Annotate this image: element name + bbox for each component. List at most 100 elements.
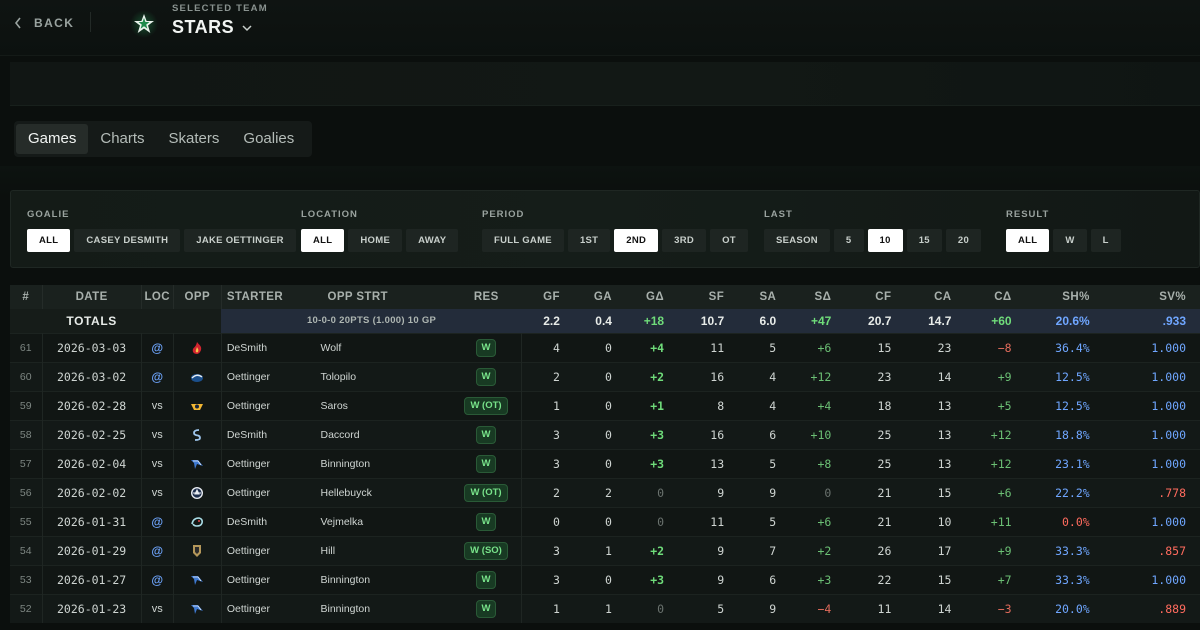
goalie-option-oettinger[interactable]: JAKE OETTINGER bbox=[184, 229, 296, 252]
last-option-15[interactable]: 15 bbox=[906, 229, 942, 252]
result-filter: RESULT ALL W L bbox=[1006, 209, 1121, 252]
opponent-cell bbox=[173, 564, 222, 594]
col-header-opp[interactable]: OPP bbox=[173, 285, 222, 309]
last-option-10[interactable]: 10 bbox=[867, 229, 903, 252]
game-number: 56 bbox=[10, 477, 43, 507]
shots-for: 9 bbox=[678, 535, 739, 565]
shots-against: 9 bbox=[738, 477, 791, 507]
col-header-sf[interactable]: SF bbox=[678, 285, 739, 309]
jets-logo-icon bbox=[190, 486, 204, 500]
table-row[interactable]: 53 2026-01-27 @ Oettinger Binnington W 3 0 +3 9 6 +… bbox=[10, 564, 1200, 594]
col-header-sd[interactable]: SΔ bbox=[790, 285, 846, 309]
shot-differential: +4 bbox=[790, 390, 846, 420]
col-header-starter[interactable]: STARTER bbox=[221, 285, 321, 309]
goals-for: 1 bbox=[521, 390, 574, 420]
corsi-for: 11 bbox=[845, 593, 906, 623]
col-header-res[interactable]: RES bbox=[450, 285, 522, 309]
team-name-row[interactable]: STARS bbox=[172, 17, 268, 38]
table-row[interactable]: 52 2026-01-23 vs Oettinger Binnington W 1 1 0 5 9−… bbox=[10, 593, 1200, 623]
period-option-ot[interactable]: OT bbox=[710, 229, 748, 252]
col-header-loc[interactable]: LOC bbox=[141, 285, 174, 309]
table-row[interactable]: 55 2026-01-31 @ DeSmith Vejmelka W 0 0 0 11 5 +6 21 1… bbox=[10, 506, 1200, 536]
shots-for: 13 bbox=[678, 448, 739, 478]
shot-differential: +12 bbox=[790, 361, 846, 391]
shots-for: 16 bbox=[678, 419, 739, 449]
totals-cd: +60 bbox=[965, 309, 1026, 333]
col-header-ga[interactable]: GA bbox=[573, 285, 626, 309]
period-option-3rd[interactable]: 3RD bbox=[662, 229, 707, 252]
result-cell: W bbox=[450, 361, 523, 391]
totals-sh-pct: 20.6% bbox=[1025, 309, 1104, 333]
table-row[interactable]: 58 2026-02-25 vs DeSmith Daccord W 3 0 +3 16 6 +10 2… bbox=[10, 419, 1200, 449]
goals-against: 0 bbox=[573, 390, 626, 420]
table-row[interactable]: 57 2026-02-04 vs Oettinger Binnington W 3 0 +3 13… bbox=[10, 448, 1200, 478]
totals-label: TOTALS bbox=[10, 309, 174, 333]
back-button[interactable]: BACK bbox=[14, 16, 74, 30]
starter-name: DeSmith bbox=[221, 506, 321, 536]
result-badge: W (OT) bbox=[464, 396, 508, 415]
game-date: 2026-02-02 bbox=[42, 477, 142, 507]
col-header-sh-pct[interactable]: SH% bbox=[1025, 285, 1104, 309]
col-header-sv-pct[interactable]: SV% bbox=[1103, 285, 1200, 309]
corsi-against: 13 bbox=[905, 419, 966, 449]
team-selector[interactable]: SELECTED TEAM STARS bbox=[172, 3, 268, 38]
location-option-home[interactable]: HOME bbox=[348, 229, 403, 252]
game-location: @ bbox=[141, 361, 174, 391]
col-header-opp-strt[interactable]: OPP STRT bbox=[320, 285, 451, 309]
game-location: @ bbox=[141, 332, 174, 362]
col-header-date[interactable]: DATE bbox=[42, 285, 142, 309]
opponent-cell bbox=[173, 448, 222, 478]
shots-against: 5 bbox=[738, 506, 791, 536]
shots-for: 5 bbox=[678, 593, 739, 623]
col-header-gd[interactable]: GΔ bbox=[625, 285, 679, 309]
starter-name: Oettinger bbox=[221, 390, 321, 420]
shooting-pct: 0.0% bbox=[1025, 506, 1104, 536]
period-option-1st[interactable]: 1ST bbox=[567, 229, 611, 252]
col-header-ca[interactable]: CA bbox=[905, 285, 966, 309]
tab-games[interactable]: Games bbox=[16, 124, 89, 154]
result-option-all[interactable]: ALL bbox=[1006, 229, 1050, 252]
col-header-cf[interactable]: CF bbox=[845, 285, 906, 309]
tab-skaters[interactable]: Skaters bbox=[168, 130, 220, 147]
table-row[interactable]: 54 2026-01-29 @ Oettinger Hill W (SO) 3 1 +2 9 7 +2… bbox=[10, 535, 1200, 565]
table-row[interactable]: 61 2026-03-03 @ DeSmith Wolf W 4 0 +4 11 5 +6 15 23 −8… bbox=[10, 332, 1200, 362]
location-option-all[interactable]: ALL bbox=[301, 229, 345, 252]
col-header-gf[interactable]: GF bbox=[521, 285, 574, 309]
tab-charts[interactable]: Charts bbox=[100, 130, 145, 147]
col-header-sa[interactable]: SA bbox=[738, 285, 791, 309]
last-option-5[interactable]: 5 bbox=[833, 229, 864, 252]
goals-against: 0 bbox=[573, 419, 626, 449]
goal-differential: +2 bbox=[625, 535, 679, 565]
game-number: 58 bbox=[10, 419, 43, 449]
result-option-w[interactable]: W bbox=[1053, 229, 1087, 252]
last-option-season[interactable]: SEASON bbox=[764, 229, 830, 252]
opponent-starter-name: Vejmelka bbox=[320, 506, 451, 536]
goals-against: 2 bbox=[573, 477, 626, 507]
divider bbox=[90, 12, 91, 32]
goalie-filter-label: GOALIE bbox=[27, 209, 70, 220]
col-header-cd[interactable]: CΔ bbox=[965, 285, 1026, 309]
last-option-20[interactable]: 20 bbox=[945, 229, 982, 252]
goalie-option-all[interactable]: ALL bbox=[27, 229, 71, 252]
goals-for: 3 bbox=[521, 564, 574, 594]
col-header-num[interactable]: # bbox=[10, 285, 43, 309]
result-cell: W (OT) bbox=[450, 477, 523, 507]
goal-differential: 0 bbox=[625, 477, 679, 507]
shots-against: 5 bbox=[738, 448, 791, 478]
opponent-starter-name: Binnington bbox=[320, 593, 451, 623]
goalie-option-desmith[interactable]: CASEY DESMITH bbox=[74, 229, 181, 252]
table-row[interactable]: 56 2026-02-02 vs Oettinger Hellebuyck W (OT) 2… bbox=[10, 477, 1200, 507]
tab-goalies[interactable]: Goalies bbox=[243, 130, 295, 147]
period-option-2nd[interactable]: 2ND bbox=[614, 229, 659, 252]
opponent-starter-name: Hill bbox=[320, 535, 451, 565]
corsi-against: 10 bbox=[905, 506, 966, 536]
table-row[interactable]: 59 2026-02-28 vs Oettinger Saros W (OT) 1 0 +1 8 4… bbox=[10, 390, 1200, 420]
period-option-full-game[interactable]: FULL GAME bbox=[482, 229, 564, 252]
game-location: vs bbox=[141, 419, 174, 449]
table-row[interactable]: 60 2026-03-02 @ Oettinger Tolopilo W 2 0 +2 16 4 +1… bbox=[10, 361, 1200, 391]
totals-cf: 20.7 bbox=[845, 309, 906, 333]
predators-logo-icon bbox=[190, 399, 204, 413]
result-option-l[interactable]: L bbox=[1090, 229, 1121, 252]
location-option-away[interactable]: AWAY bbox=[406, 229, 459, 252]
shots-for: 9 bbox=[678, 477, 739, 507]
